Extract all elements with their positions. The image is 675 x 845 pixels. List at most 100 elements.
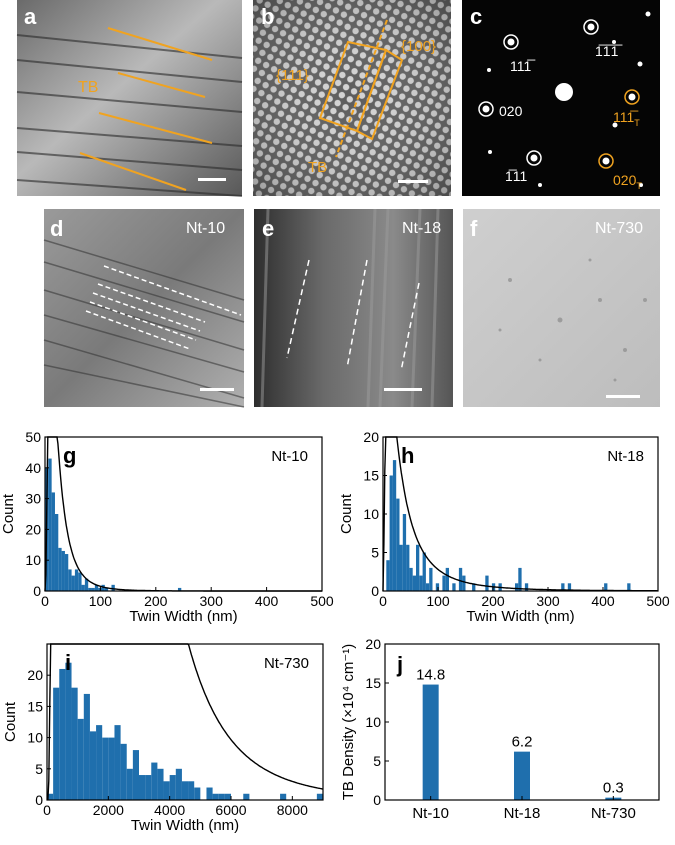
histogram-bar	[71, 687, 78, 800]
panel-c-image: 111̅ 1̅1̅1̅ 020 1̅11 111̅T 020T c	[462, 0, 660, 196]
scale-bar	[384, 388, 422, 391]
spot-label: 020	[499, 103, 523, 119]
histogram-bar	[452, 583, 456, 591]
histogram-bar	[120, 743, 127, 800]
y-axis-label: Count	[2, 701, 19, 742]
histogram-bar	[389, 475, 393, 591]
panel-letter: j	[396, 652, 403, 677]
y-tick-label: 15	[363, 468, 379, 484]
density-bar	[422, 684, 439, 800]
histogram-bar	[59, 668, 66, 800]
x-tick-label: Nt-18	[504, 805, 541, 822]
histogram-bar	[175, 768, 182, 800]
histogram-bar	[316, 793, 323, 800]
density-bar	[514, 751, 530, 800]
histogram-bar	[91, 587, 95, 591]
histogram-bar	[65, 662, 72, 800]
histogram-bar	[399, 544, 403, 591]
y-tick-label: 15	[27, 698, 43, 714]
histogram-nt730: 0 5 10 15 20 Count 0 2000 4000 6000 8000 Twin Width…	[2, 643, 324, 834]
scale-bar	[606, 395, 640, 398]
histogram-bar	[48, 458, 52, 591]
histogram-bar	[224, 793, 231, 800]
value-label: 14.8	[416, 667, 445, 684]
histogram-bar	[102, 737, 109, 800]
y-tick-label: 5	[371, 545, 379, 561]
histogram-bar	[81, 584, 85, 591]
histogram-bar	[84, 578, 89, 591]
histogram-bar	[194, 787, 201, 800]
y-axis-label: Count	[338, 493, 355, 534]
histogram-bar	[157, 768, 164, 800]
y-tick-label: 0	[373, 792, 381, 808]
sample-label: Nt-730	[264, 655, 309, 672]
histogram-bar	[94, 584, 99, 591]
y-tick-label: 20	[365, 636, 381, 652]
histogram-bar	[218, 793, 225, 800]
scale-bar	[398, 180, 428, 183]
spot-label: 1̅11	[505, 168, 528, 184]
sample-label: Nt-10	[271, 448, 308, 465]
panel-letter-f: f	[470, 216, 478, 241]
histogram-bar	[604, 583, 608, 591]
histogram-bar	[524, 583, 529, 591]
histogram-bar	[386, 560, 390, 591]
x-tick-label: 200	[144, 593, 168, 609]
histogram-bar	[98, 587, 102, 591]
histogram-bar	[64, 554, 69, 591]
histogram-nt10: 0 10 20 30 40 50 Count 0 100 200 300 400 500 Twin Wid…	[0, 429, 334, 625]
panel-a-image: TB a	[16, 0, 243, 197]
x-tick-label: 100	[426, 593, 450, 609]
x-tick-label: 0	[43, 802, 51, 818]
sample-label: Nt-10	[186, 220, 225, 237]
histogram-bar	[181, 781, 189, 800]
plot-frame	[46, 643, 324, 801]
histogram-bar	[78, 572, 82, 591]
histogram-bar	[74, 569, 79, 591]
histogram-bar	[409, 567, 413, 591]
y-tick-label: 10	[365, 714, 381, 730]
plane-100-label: {100}	[401, 38, 436, 55]
histogram-bar	[206, 787, 213, 800]
histogram-bar	[422, 552, 426, 591]
panel-letter: h	[401, 443, 414, 468]
histogram-bar	[425, 583, 430, 591]
histogram-bar	[472, 583, 476, 591]
x-axis-label: Twin Width (nm)	[131, 817, 239, 834]
y-tick-label: 10	[363, 506, 379, 522]
histogram-bar	[445, 567, 449, 591]
plot-frame	[44, 436, 323, 592]
y-tick-label: 30	[25, 491, 41, 507]
histogram-bar	[561, 583, 565, 591]
histogram-bar	[61, 550, 65, 591]
panel-b-image: {111} {100} TB b	[253, 0, 451, 196]
x-tick-label: 300	[536, 593, 560, 609]
histogram-bar	[58, 547, 62, 591]
histogram-bar	[139, 775, 146, 800]
panel-letter-a: a	[24, 4, 37, 29]
histogram-bar	[392, 460, 397, 591]
histogram-bar	[416, 544, 420, 591]
sample-label: Nt-18	[402, 220, 441, 237]
histogram-bar	[169, 775, 176, 800]
panel-letter-d: d	[50, 216, 63, 241]
histogram-bar	[212, 793, 219, 800]
histogram-bar	[567, 583, 572, 591]
histogram-bar	[132, 750, 139, 800]
spot-label: 111̅	[510, 58, 536, 74]
histogram-bar	[145, 775, 152, 800]
y-tick-label: 5	[35, 761, 43, 777]
histogram-bar	[243, 793, 250, 800]
y-tick-label: 0	[371, 583, 379, 599]
histogram-bar	[114, 725, 121, 800]
x-tick-label: 4000	[154, 802, 185, 818]
histogram-bar	[53, 687, 60, 800]
histogram-bar	[402, 514, 407, 591]
x-tick-label: 500	[310, 593, 334, 609]
histogram-bar	[68, 569, 72, 591]
histogram-bar	[485, 575, 489, 591]
histogram-bar	[96, 725, 103, 800]
histogram-bar	[627, 583, 631, 591]
y-tick-label: 5	[373, 753, 381, 769]
tb-density-bar-chart: 14.8 Nt-10 6.2 Nt-18 0.3 Nt-730 0 5 10 15 20 TB Den…	[340, 636, 660, 822]
